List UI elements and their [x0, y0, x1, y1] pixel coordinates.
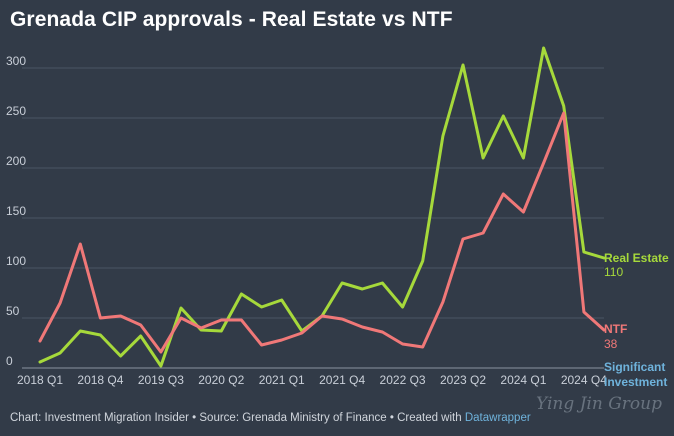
y-tick-0: 0	[6, 354, 13, 368]
y-tick-50: 50	[6, 304, 20, 318]
y-axis-ticks: 0 50 100 150 200 250 300	[6, 54, 26, 368]
chart-footer: Chart: Investment Migration Insider • So…	[10, 412, 531, 424]
x-tick-7: 2023 Q2	[440, 373, 486, 387]
x-tick-2: 2019 Q3	[138, 373, 184, 387]
chart-title: Grenada CIP approvals - Real Estate vs N…	[10, 8, 453, 31]
x-tick-1: 2018 Q4	[77, 373, 123, 387]
x-tick-0: 2018 Q1	[17, 373, 63, 387]
y-tick-300: 300	[6, 54, 26, 68]
x-tick-5: 2021 Q4	[319, 373, 365, 387]
series-line-ntf	[38, 111, 606, 354]
datawrapper-link[interactable]: Datawrapper	[464, 412, 531, 424]
x-axis-ticks: 2018 Q1 2018 Q4 2019 Q3 2020 Q2 2021 Q1 2021 …	[17, 373, 607, 387]
x-tick-8: 2024 Q1	[500, 373, 546, 387]
x-tick-6: 2022 Q3	[380, 373, 426, 387]
y-tick-200: 200	[6, 154, 26, 168]
watermark-logo: Ying Jin Group	[536, 394, 662, 414]
label-real-estate-name: Real Estate	[604, 251, 669, 265]
label-ntf-name: NTF	[604, 322, 627, 336]
x-tick-3: 2020 Q2	[198, 373, 244, 387]
x-tick-9: 2024 Q4	[561, 373, 607, 387]
label-ntf-value: 38	[604, 337, 618, 351]
series-lines	[38, 46, 606, 368]
y-tick-100: 100	[6, 254, 26, 268]
y-tick-250: 250	[6, 104, 26, 118]
x-tick-4: 2021 Q1	[259, 373, 305, 387]
y-tick-150: 150	[6, 204, 26, 218]
grid-lines	[22, 67, 604, 369]
footer-credits: Chart: Investment Migration Insider • So…	[10, 412, 465, 424]
label-significant-investment-line2: Investment	[604, 375, 667, 389]
label-real-estate-value: 110	[604, 265, 623, 279]
label-significant-investment-line1: Significant	[604, 360, 665, 374]
